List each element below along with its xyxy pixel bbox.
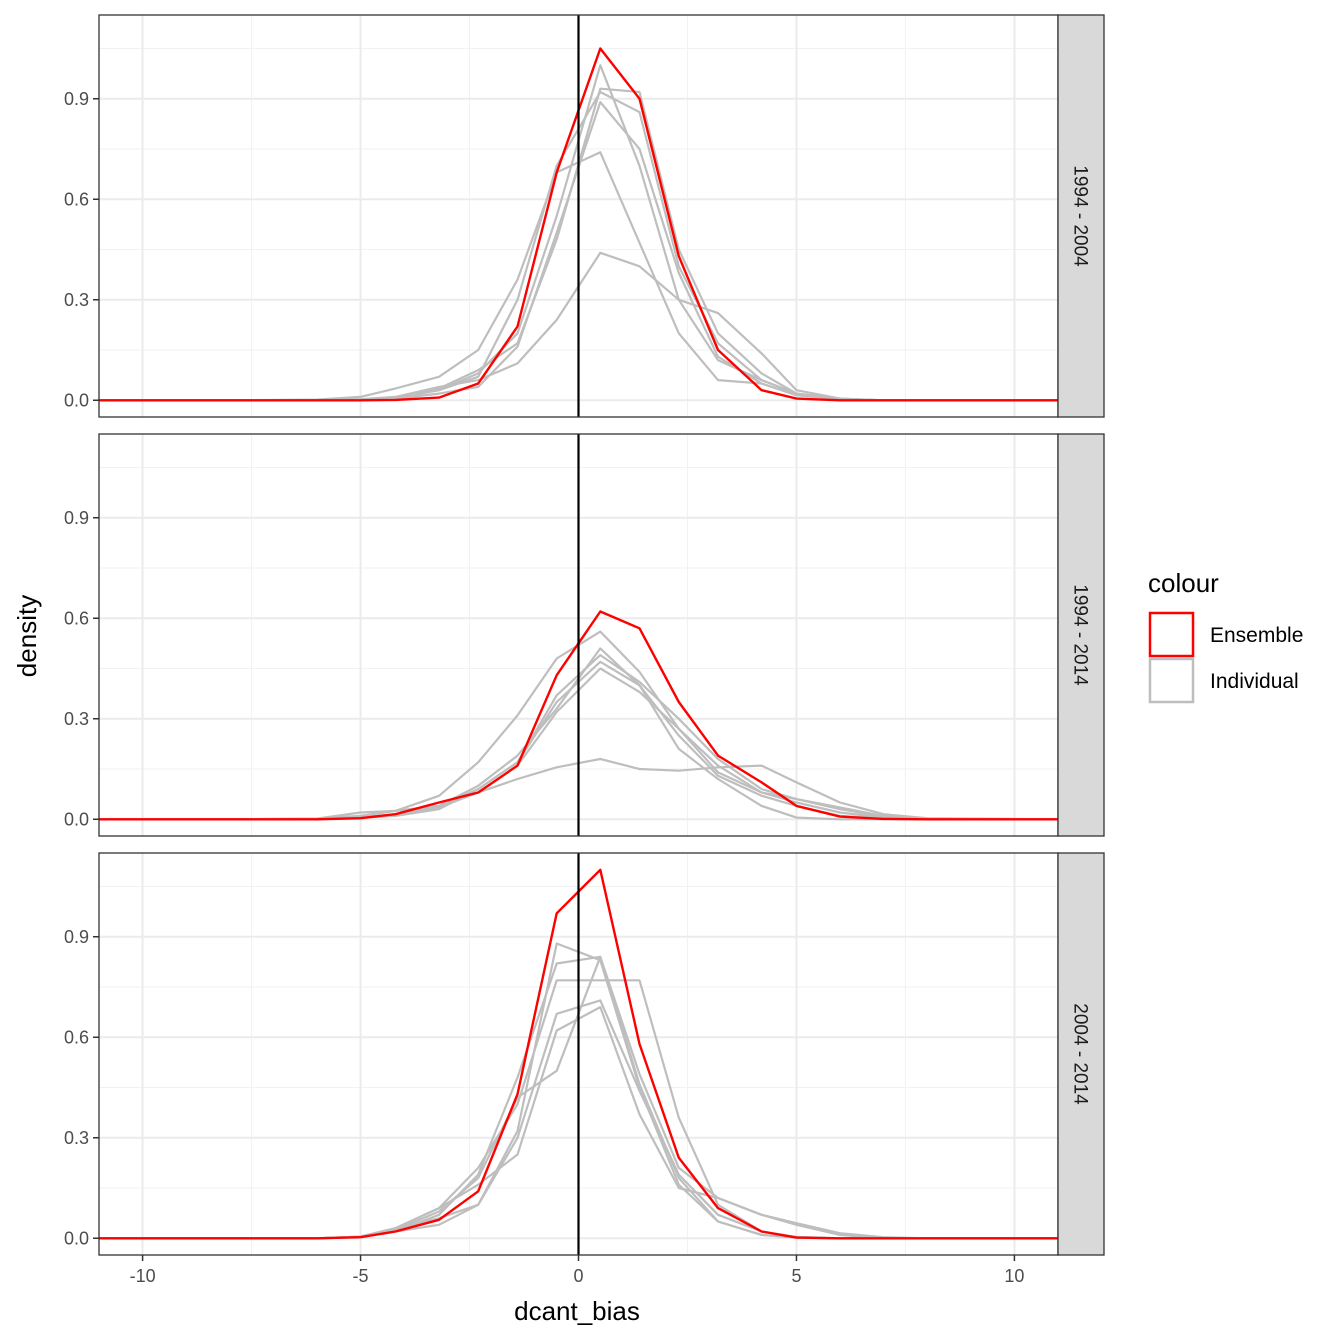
x-tick-label: -10 [130,1266,156,1286]
series-line-ensemble [99,868,1058,1240]
panel-1: 0.0 0.3 0.6 0.9 1994 - 2004 [64,14,1105,418]
y-tick-label: 0.3 [64,709,89,729]
facet-strip-label: 2004 - 2014 [1070,1003,1091,1105]
y-tick-label: 0.0 [64,1228,89,1248]
series-line-ensemble [99,47,1058,402]
legend-key-ensemble [1148,611,1195,658]
y-tick-label: 0.9 [64,927,89,947]
facet-strip [1057,433,1105,837]
legend-label-individual: Individual [1210,670,1299,693]
y-tick-label: 0.9 [64,508,89,528]
facet-strip-label: 1994 - 2014 [1070,584,1091,686]
facet-strip-label: 1994 - 2004 [1070,165,1091,267]
y-tick-label: 0.0 [64,809,89,829]
y-tick-label: 0.6 [64,189,89,209]
x-axis: -10 -5 0 5 10 [130,1255,1024,1286]
x-axis-title: dcant_bias [514,1296,640,1326]
y-axis-title: density [12,595,42,677]
legend-key-individual [1148,657,1195,704]
legend-label-ensemble: Ensemble [1210,624,1303,647]
series-line-ensemble [99,610,1058,821]
y-tick-label: 0.0 [64,390,89,410]
panels: 0.0 0.3 0.6 0.9 1994 - 2004 0.0 0.3 0.6 0.9 1994 … [64,14,1105,1256]
facet-strip [1057,852,1105,1256]
y-tick-label: 0.6 [64,1027,89,1047]
x-tick-label: 0 [573,1266,583,1286]
legend-title: colour [1148,568,1219,598]
facet-strip [1057,14,1105,418]
x-tick-label: -5 [353,1266,369,1286]
y-tick-label: 0.3 [64,1128,89,1148]
y-tick-label: 0.9 [64,89,89,109]
x-tick-label: 5 [791,1266,801,1286]
x-tick-label: 10 [1004,1266,1024,1286]
legend: colour Ensemble Individual [1148,568,1303,704]
y-tick-label: 0.6 [64,608,89,628]
series-line-individual [99,630,1059,821]
panel-2: 0.0 0.3 0.6 0.9 1994 - 2014 [64,433,1105,837]
series-line-individual [99,757,1059,821]
panel-3: 0.0 0.3 0.6 0.9 2004 - 2014 [64,852,1105,1256]
y-tick-label: 0.3 [64,290,89,310]
